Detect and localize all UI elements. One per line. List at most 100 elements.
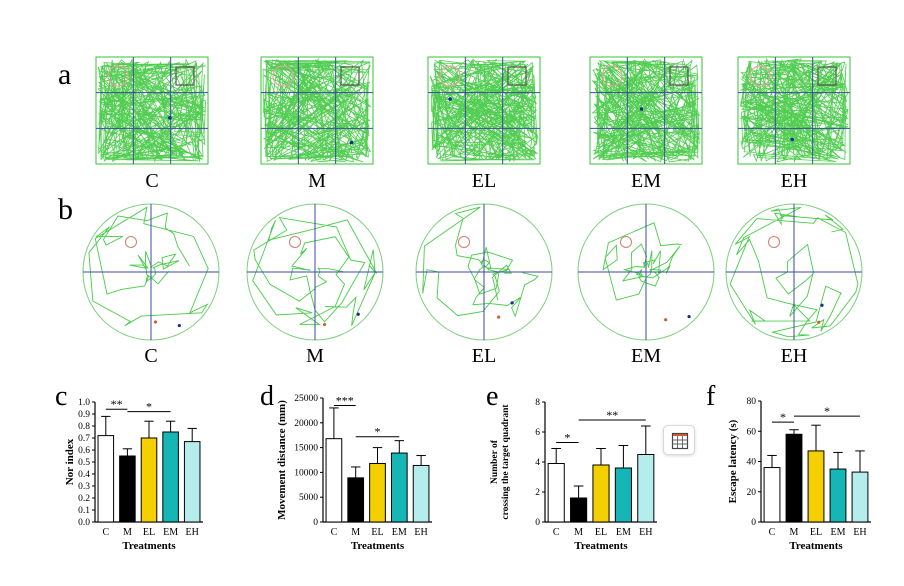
y-tick-label: 5000 bbox=[299, 493, 318, 503]
end-point bbox=[168, 115, 172, 120]
bar-c bbox=[97, 435, 115, 523]
y-tick-label: 0.2 bbox=[78, 494, 90, 504]
end-point bbox=[356, 312, 360, 316]
y-tick-label: 0.7 bbox=[78, 434, 90, 444]
y-tick-label: 4 bbox=[535, 458, 540, 468]
significance-label: * bbox=[824, 404, 830, 418]
y-tick-label: 15000 bbox=[294, 444, 318, 454]
y-tick-label: 0 bbox=[313, 518, 318, 528]
x-tick-label: EH bbox=[414, 527, 427, 538]
y-tick-label: 1.0 bbox=[78, 398, 90, 408]
y-tick-label: 0.3 bbox=[78, 482, 90, 492]
movement-track bbox=[262, 57, 372, 163]
x-tick-label: EM bbox=[616, 527, 631, 538]
y-tick-label: 0.4 bbox=[78, 470, 90, 480]
open-field-m: M bbox=[260, 56, 374, 192]
object-square bbox=[817, 66, 837, 86]
end-point bbox=[687, 314, 691, 319]
start-point bbox=[153, 320, 158, 324]
open-field-c: C bbox=[95, 56, 209, 192]
open-field-trials: C M EL EM EH bbox=[95, 56, 851, 192]
bar-m bbox=[347, 477, 365, 523]
x-tick-label: EH bbox=[639, 527, 652, 538]
significance-label: * bbox=[564, 431, 570, 445]
end-point bbox=[349, 140, 354, 145]
water-maze-trials: C M EL EM EH bbox=[82, 203, 863, 367]
x-tick-label: EL bbox=[143, 527, 155, 538]
x-tick-label: C bbox=[769, 527, 776, 538]
object-square bbox=[175, 66, 195, 86]
y-axis-title: Movement distance (mm) bbox=[276, 400, 288, 520]
floating-tool-button[interactable] bbox=[663, 425, 695, 455]
significance-label: * bbox=[780, 410, 786, 424]
open-field-eh: EH bbox=[737, 56, 851, 192]
bar-m bbox=[119, 455, 136, 523]
significance-label: ** bbox=[606, 408, 618, 422]
y-tick-label: 0.0 bbox=[78, 518, 90, 528]
y-axis-title: Nor index bbox=[64, 438, 76, 485]
y-tick-label: 0 bbox=[751, 518, 756, 528]
panel-label: d bbox=[260, 381, 274, 412]
y-tick-label: 0.9 bbox=[78, 410, 90, 420]
swim-track bbox=[729, 206, 859, 338]
panel-label: f bbox=[706, 381, 716, 412]
object-square bbox=[669, 66, 689, 86]
movement-track bbox=[591, 58, 701, 163]
object-circle bbox=[107, 65, 129, 87]
group-label: EM bbox=[631, 345, 661, 367]
x-axis-title: Treatments bbox=[122, 540, 176, 552]
group-label: C bbox=[145, 170, 158, 192]
x-axis-title: Treatments bbox=[574, 540, 628, 552]
bar-c bbox=[547, 463, 565, 523]
water-maze-em: EM bbox=[577, 203, 715, 367]
chart-e: e 0 2 4 6 8 C M EL EM EH Treatments Number of crossin… bbox=[486, 381, 657, 552]
x-tick-label: M bbox=[574, 527, 583, 538]
group-label: C bbox=[144, 345, 157, 367]
group-label: EM bbox=[631, 170, 661, 192]
movement-track bbox=[97, 58, 207, 164]
water-maze-m: M bbox=[246, 203, 384, 367]
bar-charts: c 0.0 0.1 0.2 0.3 0.4 0.5 0.6 0.7 0.8 0.9 1.0 C M EL EM… bbox=[55, 381, 871, 552]
y-tick-label: 6 bbox=[535, 428, 540, 438]
end-point bbox=[448, 97, 452, 101]
calendar-grid-icon bbox=[671, 432, 689, 450]
group-label: EH bbox=[781, 345, 808, 367]
object-circle bbox=[272, 65, 294, 87]
chart-c: c 0.0 0.1 0.2 0.3 0.4 0.5 0.6 0.7 0.8 0.9 1.0 C M EL EM… bbox=[55, 381, 203, 552]
panel-label: c bbox=[55, 381, 67, 412]
y-tick-label: 40 bbox=[747, 458, 757, 468]
y-tick-label: 8 bbox=[535, 398, 540, 408]
significance-label: * bbox=[146, 400, 152, 414]
movement-track bbox=[739, 57, 849, 163]
platform-circle bbox=[768, 236, 780, 248]
swim-track bbox=[88, 206, 209, 327]
bar-c bbox=[325, 438, 343, 523]
bar-el bbox=[592, 464, 610, 523]
end-point bbox=[510, 301, 514, 305]
object-circle bbox=[749, 65, 771, 87]
x-tick-label: EL bbox=[595, 527, 607, 538]
group-label: M bbox=[308, 170, 326, 192]
bar-em bbox=[614, 467, 632, 523]
x-tick-label: EM bbox=[831, 527, 846, 538]
start-point bbox=[497, 315, 501, 319]
bar-eh bbox=[851, 471, 869, 523]
y-tick-label: 10000 bbox=[294, 468, 318, 478]
bar-em bbox=[162, 431, 179, 523]
bar-c bbox=[763, 467, 781, 523]
bar-el bbox=[807, 450, 825, 523]
chart-f: f 0 20 40 60 80 C M EL EM EH Treatments Escape laten… bbox=[706, 381, 871, 552]
group-label: EH bbox=[781, 170, 808, 192]
platform-circle bbox=[620, 236, 632, 248]
platform-circle bbox=[289, 236, 301, 248]
open-field-em: EM bbox=[589, 56, 703, 192]
bar-eh bbox=[183, 441, 201, 523]
group-label: EL bbox=[472, 170, 496, 192]
y-tick-label: 0.1 bbox=[78, 506, 90, 516]
swim-track bbox=[422, 206, 539, 318]
x-tick-label: EH bbox=[853, 527, 866, 538]
y-tick-label: 80 bbox=[747, 397, 757, 407]
movement-track bbox=[429, 58, 539, 163]
chart-d: d 0 5000 10000 15000 20000 25000 C M EL EM EH Treatm… bbox=[260, 381, 432, 552]
y-tick-label: 25000 bbox=[294, 394, 318, 404]
